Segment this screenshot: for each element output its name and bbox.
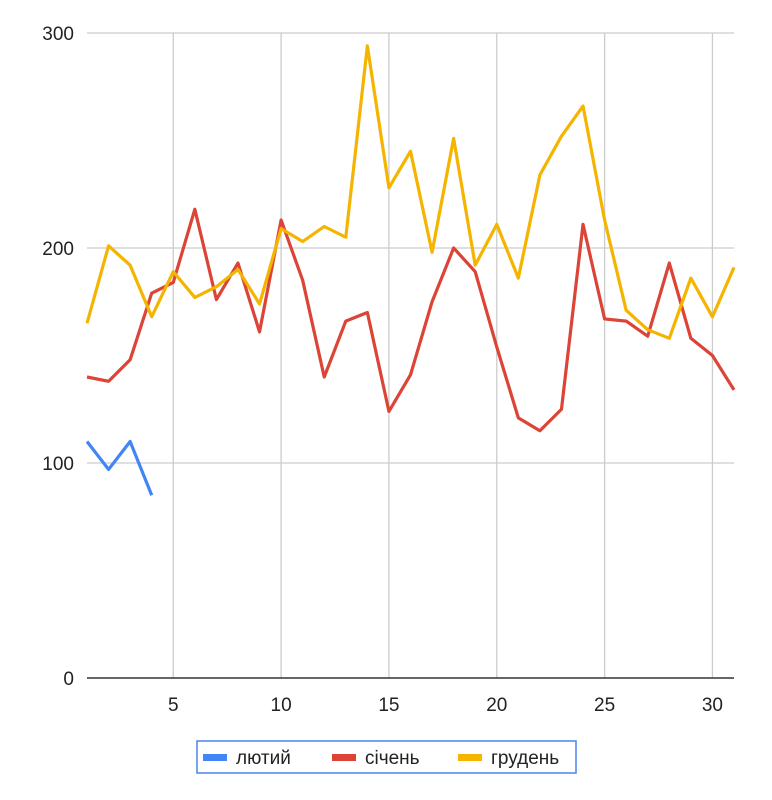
- x-tick-label: 25: [594, 695, 615, 716]
- legend-swatch: [458, 754, 482, 761]
- x-tick-label: 20: [486, 695, 507, 716]
- x-tick-label: 30: [702, 695, 723, 716]
- legend-swatch: [332, 754, 356, 761]
- y-tick-label: 100: [42, 454, 74, 475]
- grid: [87, 32, 734, 678]
- legend-label: січень: [365, 748, 420, 769]
- legend-label: лютий: [236, 748, 291, 769]
- x-tick-label: 10: [271, 695, 292, 716]
- series-lines: [85, 44, 736, 496]
- series-line-3: [85, 44, 736, 340]
- y-tick-label: 300: [42, 24, 74, 45]
- series-line-1: [85, 439, 154, 496]
- series-line-2: [86, 207, 736, 433]
- x-tick-label: 15: [378, 695, 399, 716]
- legend-box: [196, 740, 577, 774]
- legend-label: грудень: [491, 748, 559, 769]
- legend: лютий січень грудень: [196, 740, 577, 774]
- x-tick-label: 5: [168, 695, 179, 716]
- y-tick-label: 0: [63, 669, 74, 690]
- y-tick-label: 200: [42, 239, 74, 260]
- axes: 0 100 200 300 5 10 15 20 25 30: [42, 24, 734, 716]
- legend-swatch: [203, 754, 227, 761]
